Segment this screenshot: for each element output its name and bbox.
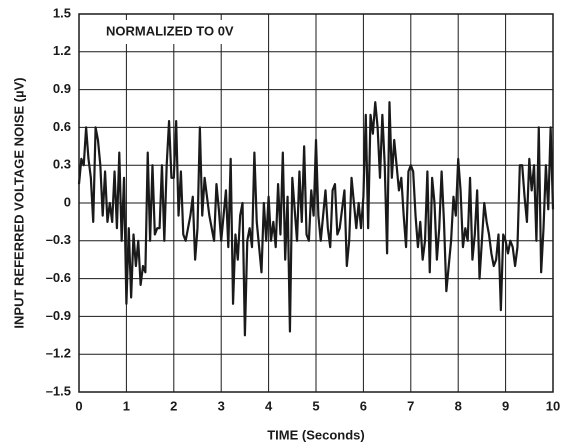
noise-line bbox=[77, 101, 555, 337]
x-tick-label: 1 bbox=[123, 398, 130, 413]
x-tick-label: 3 bbox=[218, 398, 225, 413]
y-tick-label: –0.6 bbox=[46, 270, 71, 285]
y-tick-label: –1.5 bbox=[46, 383, 71, 398]
x-tick-label: 8 bbox=[455, 398, 462, 413]
y-tick-label: 1.2 bbox=[53, 43, 71, 58]
y-tick-label: 0.9 bbox=[53, 81, 71, 96]
x-tick-label: 2 bbox=[170, 398, 177, 413]
annotation-box bbox=[98, 20, 268, 44]
x-tick-label: 0 bbox=[75, 398, 82, 413]
x-tick-label: 7 bbox=[407, 398, 414, 413]
x-tick-label: 9 bbox=[502, 398, 509, 413]
annotation: NORMALIZED TO 0V bbox=[106, 23, 234, 38]
x-axis-label: TIME (Seconds) bbox=[267, 427, 365, 442]
x-tick-label: 10 bbox=[546, 398, 560, 413]
y-tick-label: –0.9 bbox=[46, 308, 71, 323]
x-tick-label: 6 bbox=[360, 398, 367, 413]
y-tick-label: –1.2 bbox=[46, 346, 71, 361]
y-tick-label: 0.6 bbox=[53, 119, 71, 134]
x-tick-label: 5 bbox=[312, 398, 319, 413]
y-tick-label: 1.5 bbox=[53, 5, 71, 20]
y-tick-label: 0.3 bbox=[53, 157, 71, 172]
x-tick-label: 4 bbox=[265, 398, 273, 413]
y-axis-label: INPUT REFERRED VOLTAGE NOISE (µV) bbox=[11, 77, 26, 328]
y-tick-label: 0 bbox=[64, 194, 71, 209]
y-tick-label: –0.3 bbox=[46, 232, 71, 247]
